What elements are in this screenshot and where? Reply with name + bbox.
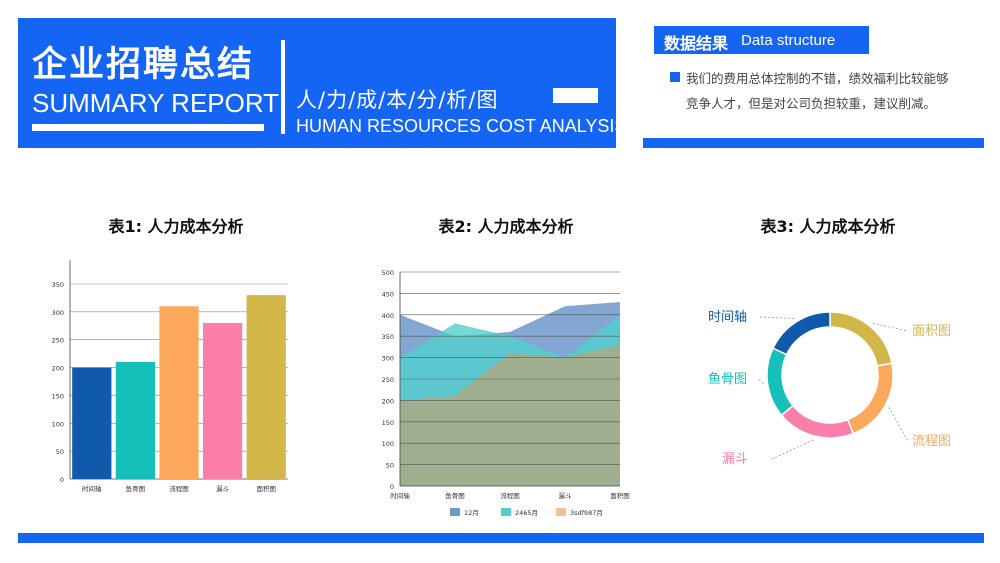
x-tick-label: 流程图 [500, 491, 520, 500]
x-tick-label: 流程图 [169, 484, 189, 493]
legend-swatch [450, 508, 460, 516]
donut-label: 时间轴 [708, 310, 747, 325]
y-tick-label: 0 [60, 476, 64, 484]
donut-label: 流程图 [912, 434, 951, 449]
y-tick-label: 50 [56, 448, 64, 456]
x-tick-label: 面积图 [610, 491, 630, 500]
subtitle-decoration [553, 88, 598, 103]
donut-label: 面积图 [912, 324, 951, 339]
y-tick-label: 100 [52, 420, 64, 428]
callout-line [757, 378, 764, 384]
callout-line [872, 322, 909, 332]
result-label: 数据结果 [664, 34, 729, 53]
y-tick-label: 350 [52, 281, 64, 289]
legend-swatch [556, 508, 566, 516]
y-tick-label: 400 [382, 312, 394, 320]
callout-line [757, 316, 795, 319]
y-tick-label: 300 [52, 309, 64, 317]
chart2-title: 表2: 人力成本分析 [438, 217, 574, 236]
bar [72, 367, 112, 479]
page-title-en: SUMMARY REPORT [32, 88, 280, 118]
result-text-line1: 我们的费用总体控制的不错，绩效福利比较能够 [686, 71, 949, 86]
legend-label: 2465月 [515, 509, 538, 517]
bar [246, 295, 286, 479]
y-tick-label: 100 [382, 440, 394, 448]
y-tick-label: 150 [52, 392, 64, 400]
donut-slice [780, 404, 855, 439]
y-tick-label: 250 [52, 337, 64, 345]
area-chart: 0 50 100 150 200 250 300 350 400 450 500 时间轴 鱼骨图 流程图 漏… [382, 269, 630, 517]
y-tick-label: 300 [382, 355, 394, 363]
y-tick-label: 500 [382, 269, 394, 277]
donut-slice [766, 347, 795, 417]
x-tick-label: 漏斗 [559, 491, 573, 500]
page-subtitle: 人/力/成/本/分/析/图 [296, 88, 499, 112]
result-text-line2: 竞争人才，但是对公司负担较重，建议削减。 [686, 96, 937, 111]
result-underline [643, 138, 984, 148]
x-tick-label: 面积图 [256, 484, 276, 493]
x-tick-label: 漏斗 [216, 484, 230, 493]
page-subtitle-en: HUMAN RESOURCES COST ANALYSIS [296, 116, 627, 136]
y-tick-label: 350 [382, 333, 394, 341]
y-tick-label: 0 [390, 483, 394, 491]
y-tick-label: 450 [382, 290, 394, 298]
donut-slice [829, 311, 893, 367]
y-tick-label: 150 [382, 419, 394, 427]
bar-chart: 0 50 100 150 200 250 300 350 时间轴 鱼骨图 流程图 漏斗 面积图 [52, 260, 288, 493]
chart1-title: 表1: 人力成本分析 [108, 217, 244, 236]
bar [115, 362, 156, 479]
legend-swatch [501, 508, 511, 516]
area-series [400, 344, 620, 486]
y-tick-label: 200 [382, 397, 394, 405]
y-tick-label: 200 [52, 365, 64, 373]
donut-label: 漏斗 [722, 451, 748, 467]
legend-label: 12月 [464, 509, 479, 517]
bullet-icon [670, 72, 680, 82]
x-tick-label: 时间轴 [82, 484, 102, 493]
callout-line [771, 439, 814, 460]
y-tick-label: 250 [382, 376, 394, 384]
callout-line [888, 407, 909, 442]
donut-slice [846, 362, 894, 435]
legend-label: 3sdf987月 [570, 509, 603, 517]
x-tick-label: 鱼骨图 [445, 491, 465, 500]
result-label-en: Data structure [741, 32, 836, 49]
bar [159, 306, 199, 479]
result-tag: 数据结果 Data structure [654, 26, 869, 54]
x-tick-label: 鱼骨图 [126, 484, 145, 493]
footer-bar [18, 533, 984, 543]
bar [202, 323, 243, 479]
donut-label: 鱼骨图 [708, 371, 747, 387]
page-title: 企业招聘总结 [32, 45, 255, 85]
donut-slice [771, 311, 831, 356]
x-tick-label: 时间轴 [390, 491, 410, 500]
chart3-title: 表3: 人力成本分析 [760, 217, 896, 236]
title-underline [32, 124, 264, 131]
y-tick-label: 50 [386, 462, 394, 470]
header-divider [281, 40, 285, 134]
